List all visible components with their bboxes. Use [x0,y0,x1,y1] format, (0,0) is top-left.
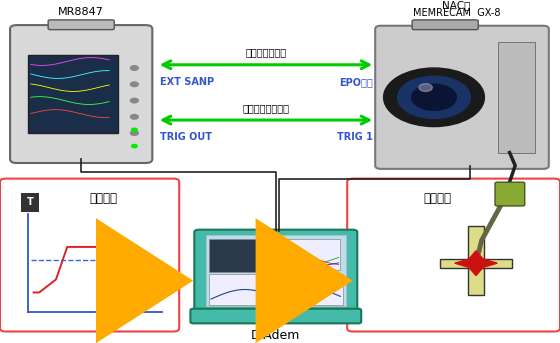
Circle shape [398,76,470,118]
FancyBboxPatch shape [347,179,560,331]
FancyBboxPatch shape [468,268,484,295]
FancyBboxPatch shape [190,309,361,323]
Text: MEMRECAM  GX-8: MEMRECAM GX-8 [413,8,500,18]
FancyBboxPatch shape [495,182,525,206]
FancyBboxPatch shape [206,235,346,306]
FancyBboxPatch shape [498,42,535,153]
FancyBboxPatch shape [209,239,265,272]
Circle shape [130,82,138,86]
FancyBboxPatch shape [209,274,343,305]
Circle shape [384,68,484,127]
Text: T: T [27,197,34,208]
FancyBboxPatch shape [194,230,357,313]
Text: EPO端子: EPO端子 [339,77,372,87]
Circle shape [130,131,138,135]
Circle shape [419,84,432,92]
Circle shape [412,84,456,110]
Text: EXT SANP: EXT SANP [160,77,214,87]
FancyBboxPatch shape [440,259,512,268]
Text: 波形数据: 波形数据 [89,192,117,205]
Text: NAC社: NAC社 [442,0,470,10]
Text: 图像数据: 图像数据 [423,192,451,205]
Text: DIAdem: DIAdem [251,329,301,342]
Circle shape [132,144,137,148]
FancyBboxPatch shape [375,26,549,169]
FancyBboxPatch shape [268,239,340,270]
Text: MR8847: MR8847 [58,7,104,16]
FancyBboxPatch shape [412,20,478,29]
FancyBboxPatch shape [468,226,484,259]
Polygon shape [455,251,497,275]
FancyBboxPatch shape [21,193,39,212]
FancyBboxPatch shape [10,25,152,163]
Text: TRIG 1: TRIG 1 [337,132,372,142]
Circle shape [130,115,138,119]
Circle shape [132,128,137,131]
FancyBboxPatch shape [0,179,179,331]
FancyBboxPatch shape [28,55,118,133]
Text: TRIG OUT: TRIG OUT [160,132,212,142]
FancyBboxPatch shape [48,20,114,29]
Circle shape [130,98,138,103]
Text: （帧同步信号）: （帧同步信号） [245,48,287,58]
Circle shape [130,66,138,70]
Text: （触发同步信号）: （触发同步信号） [242,103,290,113]
